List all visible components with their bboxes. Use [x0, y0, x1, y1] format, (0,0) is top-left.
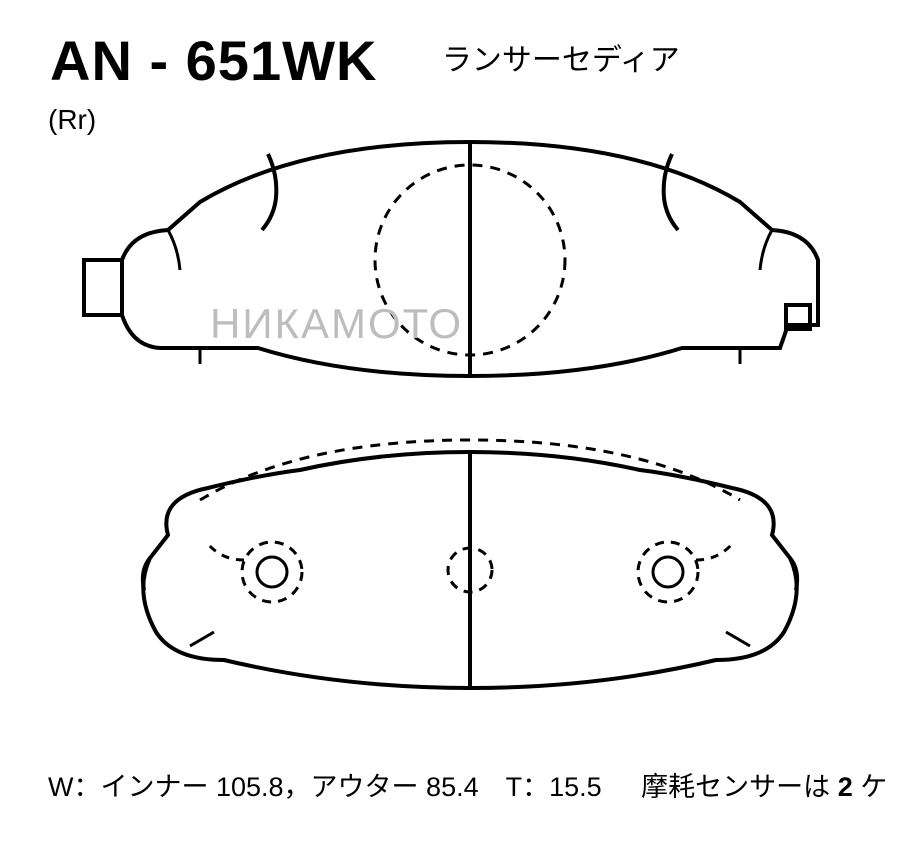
- footer-spec: W：インナー 105.8，アウター 85.4 T：15.5 摩耗センサーは 2 …: [48, 765, 860, 804]
- sensor-count: 2: [838, 772, 853, 802]
- sensor-post: ケ: [853, 772, 888, 802]
- brake-pad-diagram: [0, 120, 900, 760]
- sensor-pre: 摩耗センサーは: [641, 772, 838, 802]
- pad-bottom-drawing: [143, 440, 797, 688]
- pad-top-drawing: [84, 142, 818, 376]
- vehicle-name: ランサーセディア: [442, 35, 680, 79]
- dimensions-text: W：インナー 105.8，アウター 85.4 T：15.5: [48, 765, 602, 804]
- part-number: AN - 651WK: [50, 28, 377, 93]
- sensor-note: 摩耗センサーは 2 ケ: [641, 765, 887, 804]
